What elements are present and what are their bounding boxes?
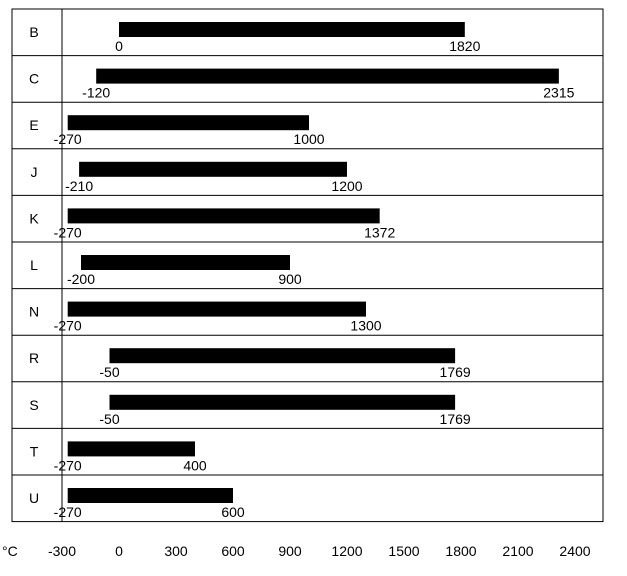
range-min-label: -270: [54, 504, 82, 520]
category-rows: B 0 1820 C -120 2315 E -270 1000 J -210 1200 K -270 13…: [12, 22, 603, 520]
x-tick-label: 2400: [559, 543, 590, 559]
range-bar: [67, 488, 233, 503]
category-row: R -50 1769: [12, 334, 603, 380]
range-bar: [81, 255, 290, 270]
range-min-label: -210: [65, 178, 93, 194]
range-max-label: 1769: [440, 411, 471, 427]
range-min-label: -120: [82, 85, 110, 101]
category-label: T: [30, 443, 39, 459]
x-tick-label: 900: [278, 543, 302, 559]
range-bar: [109, 348, 456, 364]
range-max-label: 1769: [440, 364, 471, 380]
range-max-label: 1300: [350, 318, 381, 334]
category-row: N -270 1300: [12, 288, 603, 334]
range-max-label: 900: [278, 271, 302, 287]
category-row: E -270 1000: [12, 101, 603, 147]
category-label: R: [29, 350, 39, 366]
range-max-label: 1372: [364, 224, 395, 240]
range-bar: [119, 22, 465, 37]
category-row: C -120 2315: [12, 55, 603, 101]
range-min-label: -50: [99, 411, 119, 427]
category-row: T -270 400: [12, 427, 603, 473]
x-tick-label: 2100: [502, 543, 533, 559]
category-row: K -270 1372: [12, 194, 603, 240]
range-bar: [96, 68, 559, 84]
category-row: J -210 1200: [12, 148, 603, 194]
category-label: K: [29, 210, 39, 226]
range-bar: [79, 161, 347, 177]
range-min-label: -270: [54, 224, 82, 240]
range-max-label: 400: [183, 457, 207, 473]
range-min-label: 0: [115, 38, 123, 54]
category-label: C: [29, 71, 39, 87]
range-bar: [67, 115, 309, 131]
category-label: S: [29, 397, 38, 413]
range-max-label: 1000: [293, 131, 324, 147]
x-tick-label: -300: [48, 543, 76, 559]
x-axis-unit-label: °C: [2, 543, 18, 559]
category-label: N: [29, 304, 39, 320]
range-min-label: -200: [67, 271, 95, 287]
range-min-label: -270: [54, 131, 82, 147]
range-max-label: 1200: [331, 178, 362, 194]
category-label: U: [29, 490, 39, 506]
range-min-label: -50: [99, 364, 119, 380]
range-bar: [67, 301, 366, 317]
category-row: L -200 900: [12, 241, 603, 287]
range-max-label: 2315: [543, 85, 574, 101]
range-min-label: -270: [54, 457, 82, 473]
range-bar: [67, 208, 380, 224]
range-bar: [67, 441, 195, 457]
x-tick-label: 1800: [445, 543, 476, 559]
range-max-label: 1820: [449, 38, 480, 54]
x-tick-label: 300: [164, 543, 188, 559]
x-tick-label: 600: [221, 543, 245, 559]
plot-frame: [11, 8, 604, 523]
category-label: L: [30, 257, 38, 273]
range-max-label: 600: [221, 504, 245, 520]
category-row: B 0 1820: [29, 22, 481, 54]
category-label: J: [31, 164, 38, 180]
range-bar: [109, 394, 456, 410]
x-tick-label: 1500: [388, 543, 419, 559]
category-row: U -270 600: [12, 474, 603, 520]
plot-border: [11, 8, 604, 523]
x-axis: °C -300 0 300 600 900 1200 1500 1800 2100 2400: [2, 543, 591, 559]
range-min-label: -270: [54, 318, 82, 334]
category-row: S -50 1769: [12, 381, 603, 427]
x-tick-label: 1200: [331, 543, 362, 559]
category-label: B: [29, 24, 38, 40]
category-label: E: [29, 117, 38, 133]
x-tick-label: 0: [115, 543, 123, 559]
